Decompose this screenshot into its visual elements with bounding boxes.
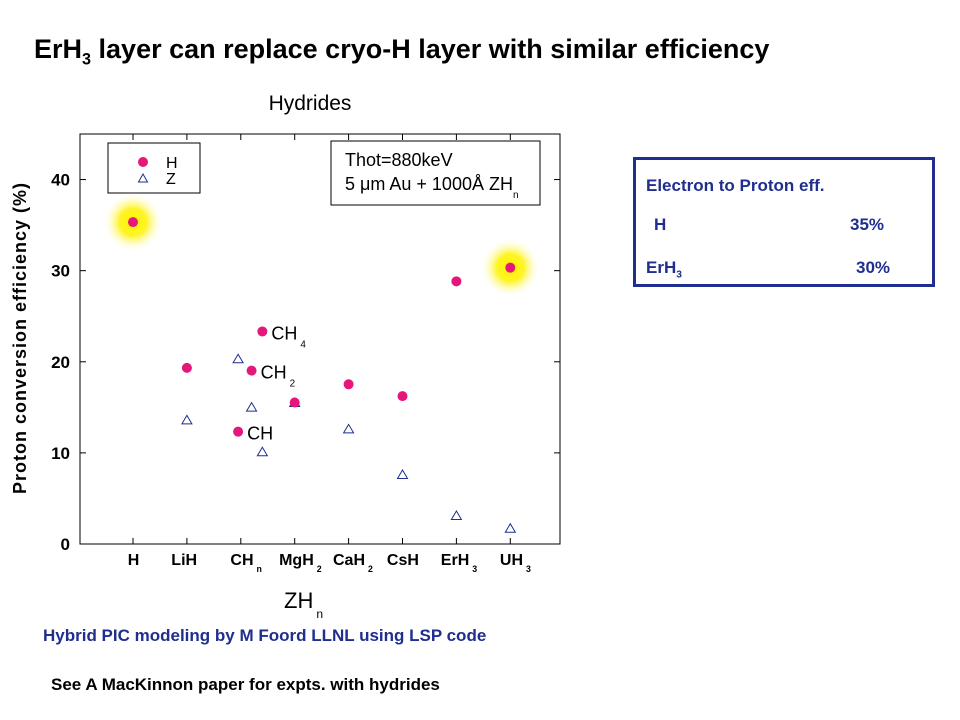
modeling-caption: Hybrid PIC modeling by M Foord LLNL usin… bbox=[43, 626, 487, 645]
efficiency-row-label: ErH3 bbox=[646, 258, 682, 280]
y-tick-label: 30 bbox=[51, 262, 70, 281]
h-point bbox=[233, 426, 244, 437]
legend-h-label: H bbox=[166, 155, 178, 172]
legend-h-marker bbox=[138, 157, 148, 167]
efficiency-row-label-text: H bbox=[654, 215, 667, 234]
chart-title: Hydrides bbox=[269, 92, 352, 115]
x-tick-label: LiH bbox=[171, 552, 197, 569]
y-tick-label: 40 bbox=[51, 171, 70, 190]
title-part: ErH bbox=[34, 34, 83, 64]
h-point bbox=[289, 397, 300, 408]
x-tick-label: MgH2 bbox=[279, 552, 322, 574]
h-point bbox=[397, 391, 408, 402]
title-part: layer can replace cryo-H layer with simi… bbox=[91, 34, 770, 64]
x-tick-label: UH3 bbox=[500, 552, 531, 574]
h-point bbox=[257, 326, 268, 337]
legend-z-marker bbox=[137, 172, 149, 183]
z-point bbox=[396, 469, 409, 479]
x-tick-label: H bbox=[128, 552, 140, 569]
z-point bbox=[342, 423, 355, 434]
y-axis-label: Proton conversion efficiency (%) bbox=[10, 182, 30, 494]
z-point bbox=[232, 353, 244, 364]
annotation-line1: Thot=880keV bbox=[345, 150, 453, 170]
y-tick-label: 0 bbox=[61, 535, 70, 554]
h-point bbox=[181, 362, 192, 373]
z-point bbox=[256, 446, 269, 457]
z-point bbox=[245, 401, 258, 412]
efficiency-box: Electron to Proton eff. H 35% ErH3 30% bbox=[633, 157, 935, 287]
h-point bbox=[128, 217, 138, 228]
efficiency-row-label-text: ErH bbox=[646, 258, 677, 277]
y-tick-label: 10 bbox=[51, 444, 70, 463]
slide-title: ErH3 layer can replace cryo-H layer with… bbox=[34, 34, 769, 69]
annotation-box bbox=[330, 140, 541, 206]
efficiency-row-label-sub: 3 bbox=[676, 269, 682, 281]
h-point bbox=[343, 379, 354, 390]
efficiency-row-label: H bbox=[654, 215, 666, 237]
x-tick-label: CHn bbox=[230, 552, 261, 574]
h-point bbox=[505, 262, 516, 273]
efficiency-row-value: 35% bbox=[850, 215, 885, 234]
z-point bbox=[181, 414, 193, 425]
x-tick-label: CaH2 bbox=[333, 552, 373, 574]
h-point bbox=[451, 276, 462, 287]
annotation-line2: 5 μm Au + 1000Å ZHn bbox=[345, 174, 519, 201]
efficiency-row-value: 30% bbox=[856, 258, 891, 277]
x-axis-label: ZHn bbox=[284, 588, 323, 621]
x-tick-label: ErH3 bbox=[441, 552, 477, 574]
legend-z-label: Z bbox=[166, 171, 176, 188]
z-point bbox=[504, 522, 517, 533]
y-tick-label: 20 bbox=[51, 353, 70, 372]
plot-frame bbox=[79, 133, 561, 545]
point-label: CH4 bbox=[271, 323, 306, 350]
h-point bbox=[246, 365, 257, 376]
reference-caption: See A MacKinnon paper for expts. with hy… bbox=[51, 675, 440, 694]
point-label: CH bbox=[247, 424, 273, 444]
z-point bbox=[450, 510, 463, 520]
point-label: CH2 bbox=[261, 363, 296, 390]
title-subscript: 3 bbox=[82, 50, 92, 69]
efficiency-heading: Electron to Proton eff. bbox=[646, 176, 825, 195]
legend-box bbox=[107, 142, 201, 194]
x-tick-label: CsH bbox=[387, 552, 419, 569]
